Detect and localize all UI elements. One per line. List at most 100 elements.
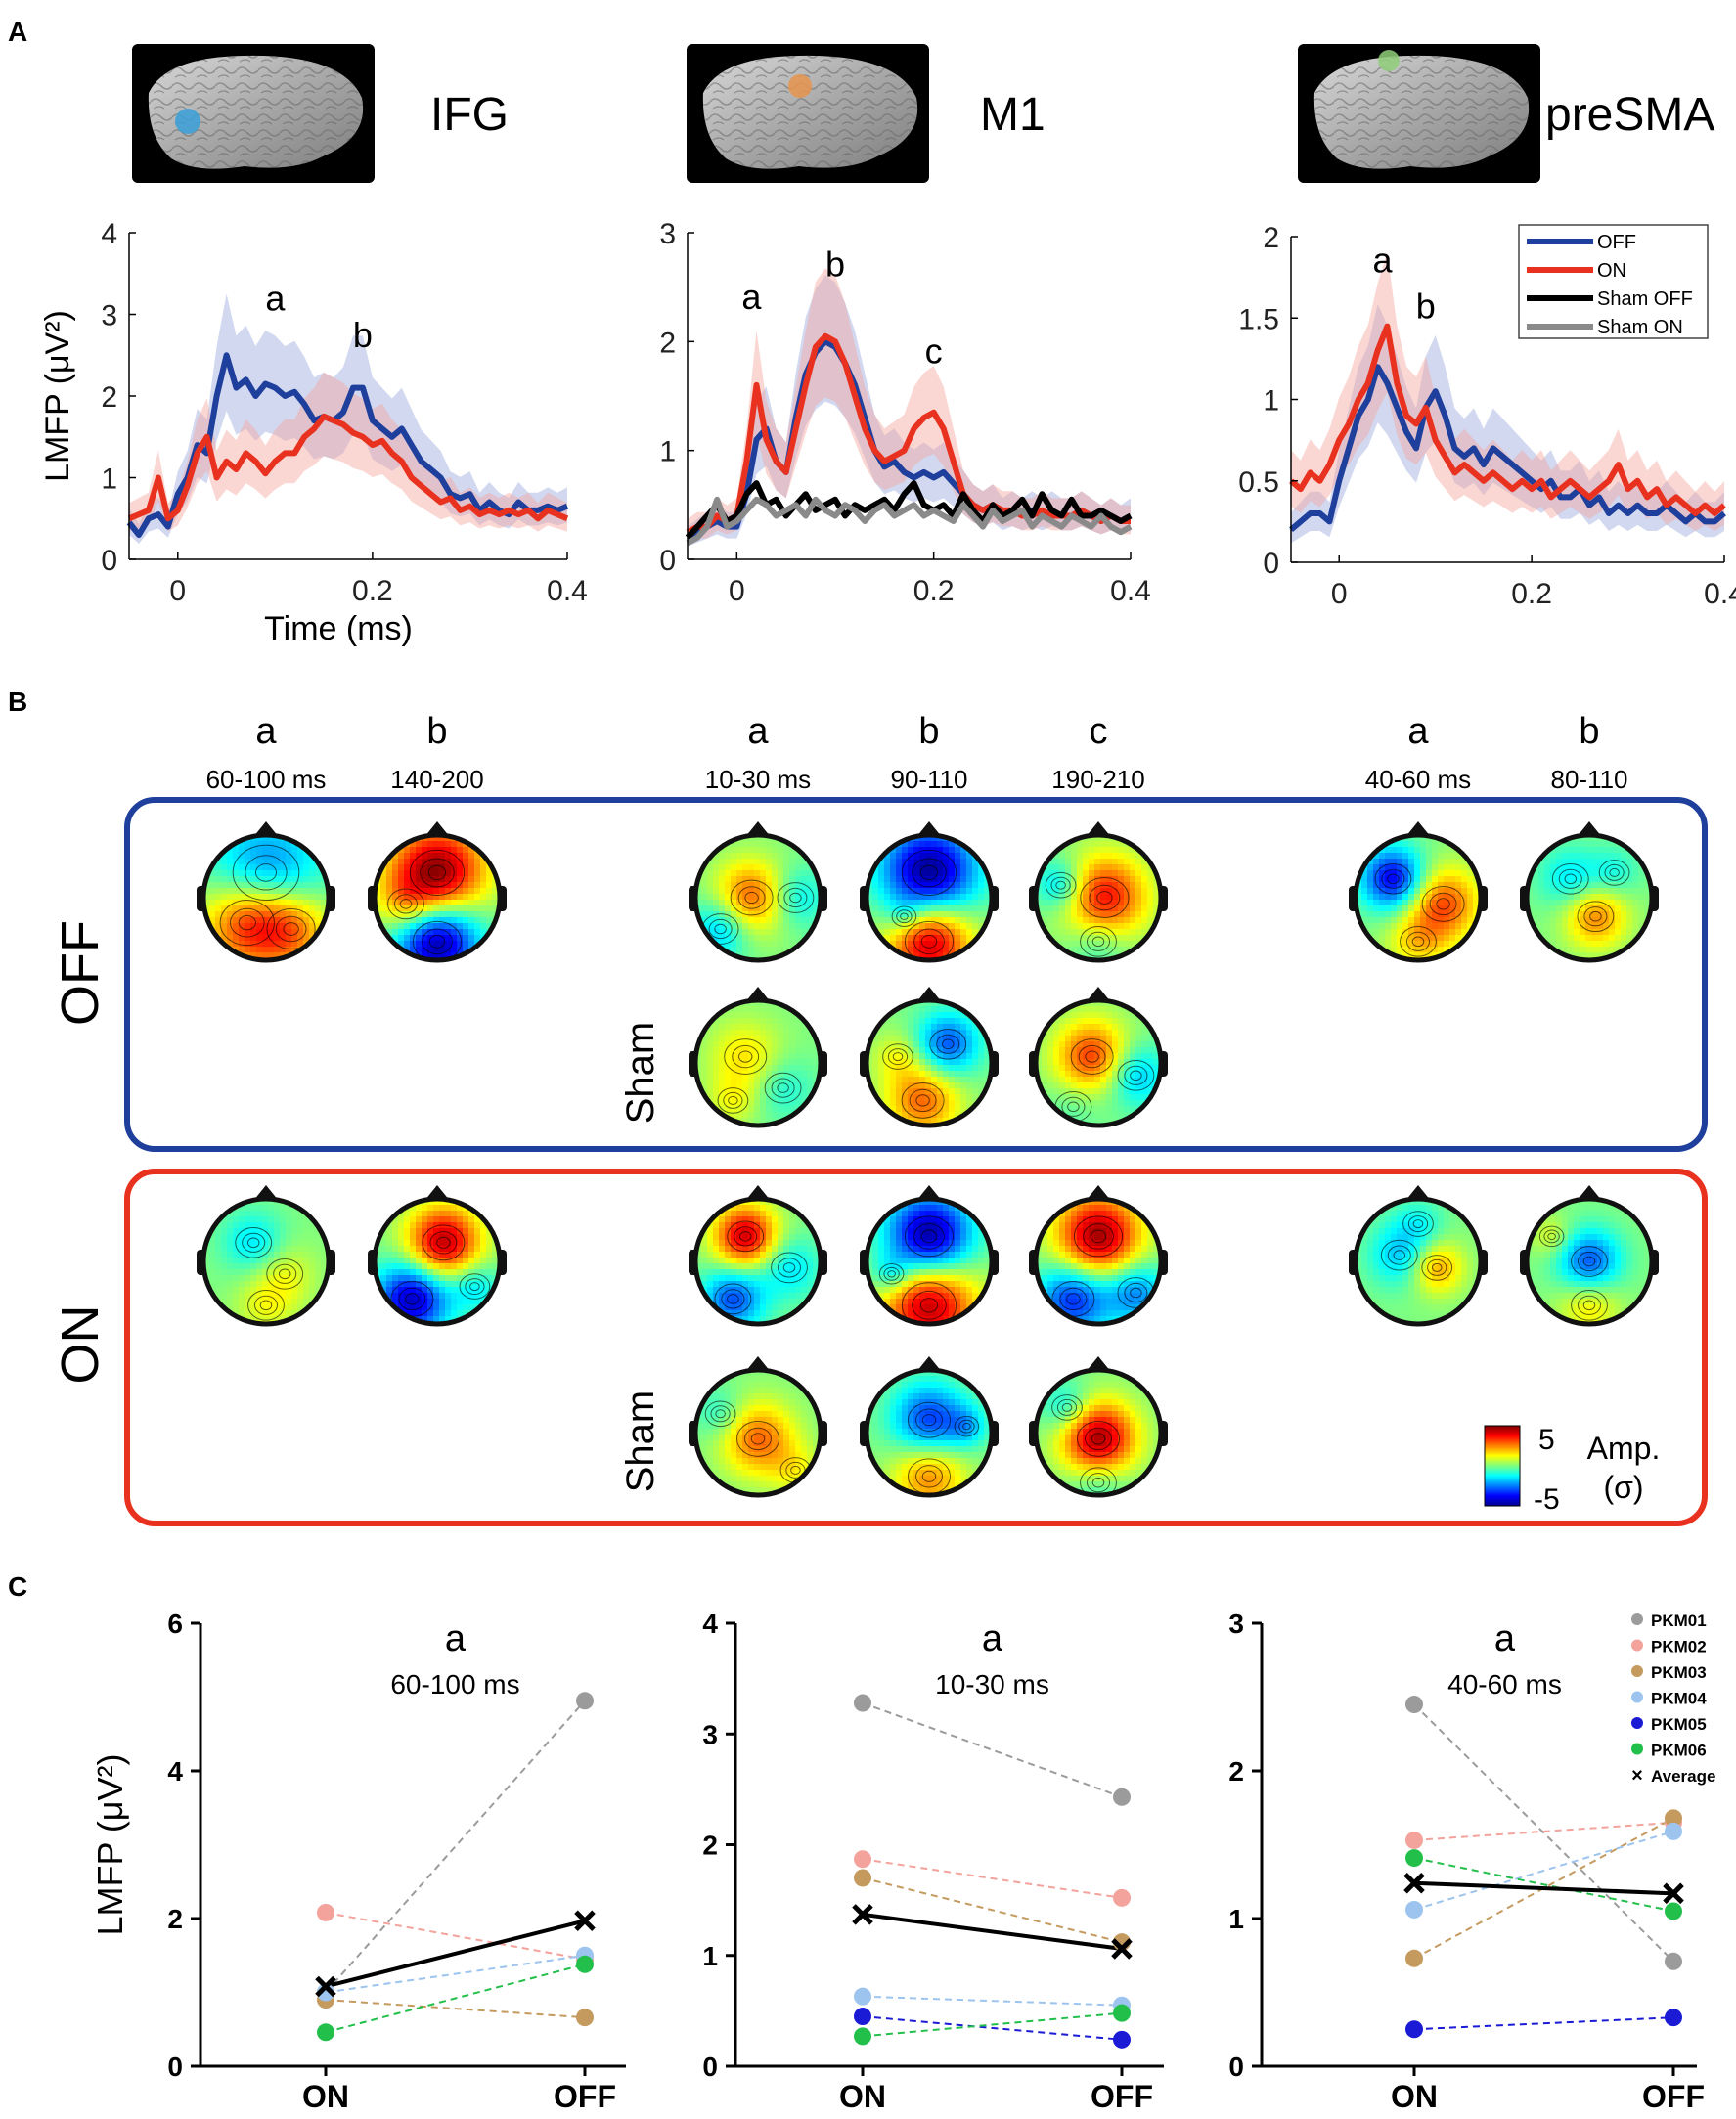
subject-point-pkm02 [1405,1831,1423,1849]
legend-label: PKM05 [1651,1715,1707,1734]
head-outline [200,1196,332,1327]
window-letter: c [1090,711,1108,752]
topomap-on-g3-b [1520,1185,1659,1327]
window-range: 80-110 [1550,765,1627,794]
average-marker [1663,1882,1684,1905]
head-outline [1353,1196,1484,1327]
topomap-on-sham-c [1029,1356,1168,1498]
subject-point-pkm01 [1405,1696,1423,1714]
head-outline [692,1367,823,1498]
brain-panel-ifg: IFG [132,44,509,183]
head-outline [864,832,995,963]
series-line-sham-off [685,480,1133,540]
legend-marker [1631,1691,1643,1703]
window-range: 60-100 ms [390,1669,519,1700]
head-outline [692,1196,823,1327]
head-outline [1033,1367,1164,1498]
subject-point-pkm01 [1113,1788,1131,1806]
legend-label: PKM06 [1651,1742,1707,1760]
topomap-on-sham-b [860,1356,999,1498]
head-outline [692,997,823,1128]
topomap-off-sham-b [860,987,999,1128]
scalp-field [1527,835,1652,960]
window-letter: a [1407,711,1429,752]
average-marker [1111,1938,1133,1960]
subject-line-pkm06 [1413,1857,1674,1913]
average-marker [574,1910,596,1932]
subject-point-pkm06 [1665,1902,1682,1920]
legend-marker [1631,1639,1643,1652]
window-letter: b [426,711,447,752]
subject-line-pkm05 [862,2015,1123,2041]
y-tick-label: 0 [101,545,117,577]
legend-marker [1631,1613,1643,1625]
topomap-on-g2-a [689,1185,827,1327]
subject-line-pkm03 [325,1999,586,2019]
topomap-on-sham-a [689,1356,827,1498]
subject-point-pkm04 [1405,1900,1423,1919]
topomap-on-g2-b [860,1185,999,1327]
subject-line-pkm06 [862,2011,1123,2038]
subject-point-pkm06 [854,2027,871,2046]
y-tick-label: 0 [659,545,676,577]
window-range: 60-100 ms [206,765,327,794]
subject-point-pkm01 [576,1692,594,1710]
subject-line-pkm02 [1413,1821,1674,1841]
subject-point-pkm06 [1405,1849,1423,1868]
colorbar-min-label: -5 [1534,1483,1560,1516]
y-tick-label: 2 [659,327,676,359]
window-letter: b [918,711,939,752]
head-outline [1033,832,1164,963]
subject-line-pkm04 [325,1954,586,1994]
subject-point-pkm05 [1113,2030,1131,2049]
brain-gyri [702,55,918,169]
condition-label-on: ON [51,1305,110,1385]
condition-label-off: OFF [51,920,110,1026]
legend-marker [1631,1665,1643,1677]
x-tick-label: 0.4 [547,575,588,607]
topomap-off-sham-c [1029,987,1168,1128]
y-tick-label: 3 [101,300,117,332]
subject-line-average [325,1919,586,1989]
head-outline [1353,832,1484,963]
y-tick-label: 0 [1228,2052,1244,2082]
colorbar-max-label: 5 [1538,1424,1555,1456]
x-tick-label: 0 [1331,578,1348,610]
peak-annotation: c [925,331,943,372]
head-outline [200,832,332,963]
y-tick-label: 3 [659,218,676,250]
subject-point-pkm01 [1665,1952,1682,1970]
stimulation-site-marker [1378,50,1400,71]
head-outline [1524,832,1655,963]
topography-panel: OFF ON Sham Sham a 60-100 ms b 140-200 a… [51,711,1708,1526]
peak-annotation: a [1373,241,1394,281]
y-tick-label: 2 [167,1904,183,1934]
brain-panel-m1: M1 [687,44,1046,183]
series-confidence-band [129,293,567,544]
subject-point-pkm02 [1113,1888,1131,1907]
lmfp-chart-m1: 0 1 2 3 0 0.2 0.4 a b c [659,218,1151,607]
y-tick-label: 3 [1228,1609,1244,1639]
peak-annotation: b [353,315,373,355]
peak-annotation: b [825,244,845,285]
topomap-off-g3-b [1520,821,1659,963]
subject-point-pkm05 [1665,2009,1682,2027]
panel-letter-a: A [8,17,27,47]
window-letter: a [1494,1618,1516,1659]
topomap-on-g2-c [1029,1185,1168,1327]
brain-panel-presma: preSMA [1298,44,1714,183]
x-tick-label: 0.2 [913,575,955,607]
legend-label: PKM04 [1651,1690,1707,1708]
legend-label: PKM01 [1651,1611,1707,1630]
stimulation-site-marker [175,109,200,134]
legend-marker: × [1631,1765,1643,1787]
lmfp-paired-plot-m1: 0 1 2 3 4 ON OFF a 10-30 ms [702,1609,1164,2114]
window-letter: a [747,711,769,752]
x-axis-label: Time (ms) [264,610,413,647]
on-condition-box [124,1169,1708,1526]
topography-maps [197,821,1659,1498]
window-letter: a [255,711,277,752]
y-tick-label: 0 [167,2052,183,2082]
x-tick-label-on: ON [302,2079,349,2114]
